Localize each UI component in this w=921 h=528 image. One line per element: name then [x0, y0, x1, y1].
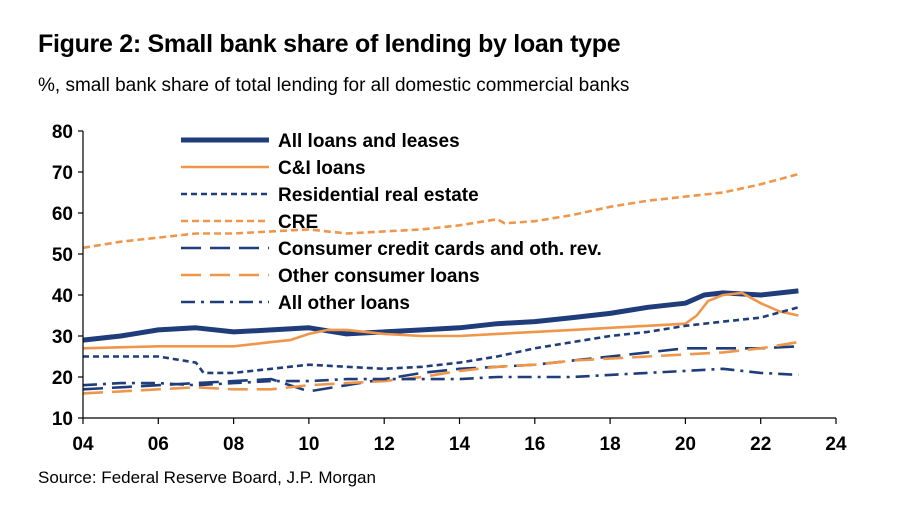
legend-label-7: All other loans [278, 293, 410, 314]
chart-title: Figure 2: Small bank share of lending by… [38, 30, 621, 58]
y-tick-label: 50 [52, 245, 73, 266]
y-tick-label: 20 [52, 368, 73, 389]
legend-label-4: CRE [278, 212, 318, 233]
y-tick-label: 40 [52, 286, 73, 307]
chart-subtitle: %, small bank share of total lending for… [38, 75, 630, 96]
series-lines [82, 172, 799, 395]
x-tick-label: 24 [825, 434, 847, 455]
y-tick-label: 10 [52, 409, 73, 430]
x-tick-label: 08 [223, 434, 244, 455]
legend-label-6: Other consumer loans [278, 266, 480, 287]
series-line-6 [82, 340, 799, 395]
x-tick-label: 18 [600, 434, 621, 455]
source-note: Source: Federal Reserve Board, J.P. Morg… [38, 468, 376, 487]
series-line-7 [82, 367, 799, 387]
series-line-4 [82, 172, 799, 250]
x-tick-label: 16 [524, 434, 545, 455]
axes: 10 20 30 40 50 60 70 80 04 06 08 10 12 14 16 18 20 22 24 [52, 122, 847, 455]
legend: All loans and leases C&I loans Residential… [181, 131, 602, 314]
y-tick-label: 70 [52, 163, 73, 184]
x-tick-label: 12 [374, 434, 395, 455]
x-tick-label: 10 [298, 434, 319, 455]
y-tick-label: 30 [52, 327, 73, 348]
x-tick-label: 04 [72, 434, 94, 455]
x-tick-label: 22 [750, 434, 771, 455]
x-tick-label: 14 [449, 434, 471, 455]
y-tick-label: 80 [52, 122, 73, 143]
legend-label-5: Consumer credit cards and oth. rev. [278, 239, 602, 260]
series-line-2 [82, 291, 799, 350]
legend-label-3: Residential real estate [278, 185, 479, 206]
x-tick-label: 20 [675, 434, 696, 455]
legend-label-1: All loans and leases [278, 131, 460, 152]
series-line-1 [82, 288, 799, 343]
x-tick-label: 06 [148, 434, 169, 455]
legend-label-2: C&I loans [278, 158, 366, 179]
series-line-5 [82, 345, 799, 393]
y-tick-label: 60 [52, 204, 73, 225]
series-line-3 [83, 306, 799, 375]
